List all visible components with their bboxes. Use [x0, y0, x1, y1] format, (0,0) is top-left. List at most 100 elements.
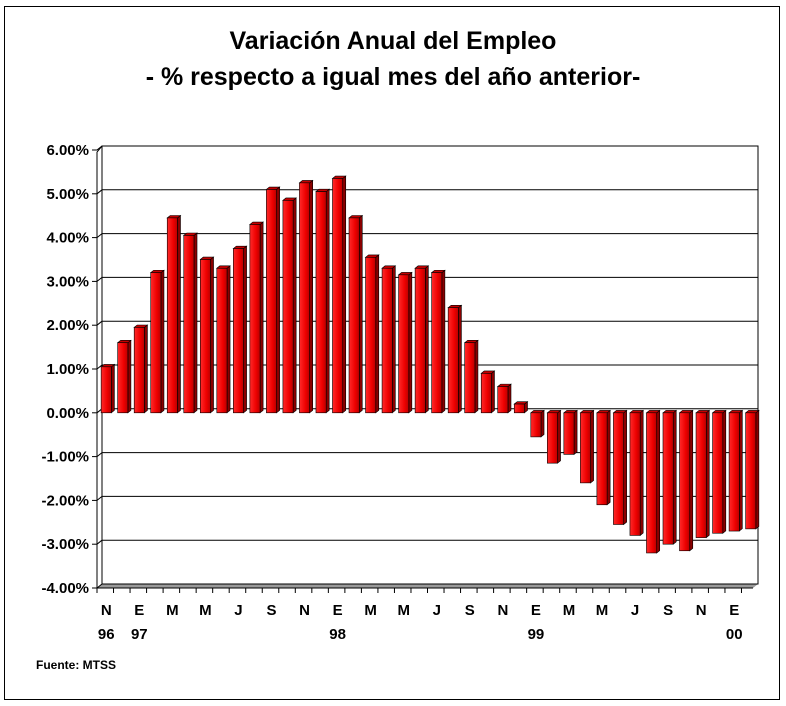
bar-side — [739, 409, 743, 532]
x-month-label: E — [333, 602, 343, 619]
y-axis-labels: 6.00% 5.00% 4.00% 3.00% 2.00% 1.00% 0.00% -1.00… — [41, 142, 89, 597]
y-tick-label: -3.00% — [41, 536, 89, 553]
x-month-label: M — [364, 602, 377, 619]
bar — [199, 256, 215, 414]
x-month-label: E — [531, 602, 541, 619]
bar-front — [266, 189, 277, 414]
x-month-label: N — [497, 602, 508, 619]
bar-front — [662, 412, 674, 545]
bar — [166, 214, 182, 414]
bar-side — [672, 409, 677, 545]
bar-front — [745, 412, 757, 530]
bar — [100, 363, 116, 414]
x-month-label: E — [729, 602, 739, 619]
bar-front — [282, 200, 294, 414]
bar — [182, 232, 198, 414]
bar — [232, 245, 248, 414]
bar — [529, 409, 545, 438]
plot-floor — [97, 584, 758, 588]
gridline-depth — [96, 364, 103, 370]
bar-front — [580, 412, 591, 484]
x-month-label: M — [563, 602, 576, 619]
bars — [100, 175, 760, 554]
x-year-label: 98 — [329, 626, 346, 643]
x-month-label: S — [663, 602, 673, 619]
bar-side — [507, 383, 512, 414]
x-year-label: 96 — [98, 626, 115, 643]
bar — [348, 214, 364, 414]
bar-front — [431, 272, 443, 414]
bar-side — [276, 186, 280, 414]
bar-side — [408, 271, 413, 414]
bar — [430, 269, 446, 414]
y-tick-label: 2.00% — [46, 317, 89, 334]
bar — [513, 401, 529, 414]
x-month-label: S — [465, 602, 475, 619]
bar-side — [342, 175, 347, 414]
x-month-label: J — [433, 602, 441, 619]
chart-title: Variación Anual del Empleo — [229, 27, 557, 55]
x-year-label: 99 — [528, 626, 545, 643]
y-tick-label: 5.00% — [46, 186, 89, 203]
bar-front — [712, 412, 724, 534]
bar-side — [590, 409, 594, 484]
bar-side — [474, 339, 479, 414]
x-year-label: 00 — [726, 626, 743, 643]
x-month-label: S — [267, 602, 277, 619]
bar-side — [375, 254, 380, 414]
bar-side — [491, 370, 495, 414]
bar — [315, 188, 331, 414]
bar — [265, 186, 281, 414]
bar-side — [606, 409, 611, 506]
bar-side — [755, 409, 760, 530]
bar-side — [243, 245, 247, 414]
bar — [496, 383, 512, 414]
bar-front — [414, 267, 426, 414]
bar — [562, 409, 578, 456]
bar-front — [464, 342, 476, 414]
bar-front — [216, 267, 228, 414]
x-month-label: N — [696, 602, 707, 619]
bar-side — [441, 269, 446, 414]
bar — [447, 304, 463, 414]
bar-side — [325, 188, 330, 414]
bar-side — [292, 197, 297, 414]
bar-front — [381, 267, 393, 414]
bar-side — [656, 409, 661, 554]
bar — [331, 175, 347, 414]
gridline-depth — [96, 496, 103, 501]
bar-side — [705, 409, 710, 539]
bar-front — [183, 235, 195, 414]
y-tick-label: 6.00% — [46, 142, 89, 159]
x-month-label: M — [397, 602, 410, 619]
bar-side — [573, 409, 578, 456]
bar-side — [160, 269, 165, 414]
x-month-label: N — [101, 602, 112, 619]
bar-side — [309, 179, 313, 414]
bar — [645, 409, 661, 554]
bar-front — [199, 259, 211, 414]
bar-front — [299, 182, 310, 414]
bar — [116, 339, 132, 414]
x-month-label: M — [166, 602, 179, 619]
bar — [744, 409, 760, 530]
bar-front — [613, 412, 624, 525]
bar-side — [722, 409, 727, 534]
bar-front — [480, 373, 492, 414]
x-axis-labels: N 96 E 97 M M J S N E 98 M M J S N E 99 M M J S N E 00 — [96, 587, 753, 643]
bar — [215, 265, 231, 414]
gridline-depth — [96, 277, 103, 282]
gridline-depth — [96, 189, 103, 195]
bar — [711, 409, 727, 534]
bar-front — [513, 403, 525, 414]
bar-side — [458, 304, 462, 414]
y-tick-label: -4.00% — [41, 580, 89, 597]
x-month-label: N — [299, 602, 310, 619]
bar-front — [497, 386, 509, 414]
bar-front — [365, 257, 377, 414]
bar-side — [177, 214, 181, 414]
bar-side — [540, 409, 545, 438]
bar-front — [563, 412, 575, 455]
bar-front — [315, 191, 327, 414]
